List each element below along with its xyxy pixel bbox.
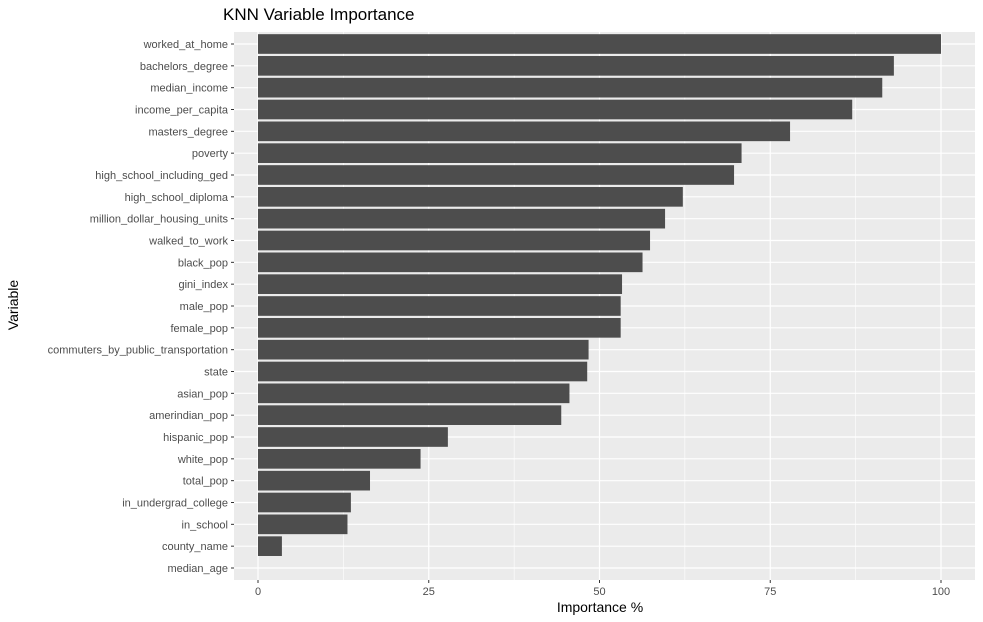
bar bbox=[258, 77, 883, 98]
bar bbox=[258, 121, 791, 142]
bar bbox=[258, 143, 742, 163]
bar bbox=[258, 56, 894, 76]
y-tick-label: state bbox=[204, 367, 228, 379]
y-tick-label: worked_at_home bbox=[143, 39, 228, 51]
bar bbox=[258, 361, 588, 382]
y-tick-label: amerindian_pop bbox=[149, 410, 228, 422]
y-tick-label: gini_index bbox=[178, 279, 228, 291]
y-tick-label: bachelors_degree bbox=[140, 61, 228, 73]
y-tick-label: asian_pop bbox=[177, 388, 228, 400]
bar bbox=[258, 514, 348, 535]
y-tick-label: poverty bbox=[192, 148, 229, 160]
bar bbox=[258, 230, 651, 251]
y-tick-label: total_pop bbox=[183, 476, 228, 488]
chart-title: KNN Variable Importance bbox=[223, 5, 415, 24]
y-tick-label: commuters_by_public_transportation bbox=[48, 345, 228, 357]
bar bbox=[258, 274, 623, 294]
y-axis-title: Variable bbox=[5, 280, 21, 331]
y-tick-label: hispanic_pop bbox=[163, 432, 228, 444]
bar bbox=[258, 208, 666, 229]
y-tick-label: in_school bbox=[182, 519, 228, 531]
y-tick-label: black_pop bbox=[178, 257, 228, 269]
bar bbox=[258, 492, 351, 513]
y-tick-label: in_undergrad_college bbox=[122, 498, 228, 510]
x-axis-ticks: 0 25 50 75 100 bbox=[255, 580, 950, 598]
y-tick-label: walked_to_work bbox=[148, 236, 228, 248]
bar bbox=[258, 296, 621, 316]
y-tick-label: high_school_including_ged bbox=[95, 170, 228, 182]
y-tick-label: median_income bbox=[150, 83, 228, 95]
y-tick-label: median_age bbox=[167, 563, 228, 575]
bar bbox=[258, 427, 448, 447]
y-tick-label: high_school_diploma bbox=[125, 192, 229, 204]
bar bbox=[258, 383, 570, 404]
x-tick-label: 50 bbox=[593, 586, 605, 598]
y-tick-label: million_dollar_housing_units bbox=[90, 214, 229, 226]
bar bbox=[258, 536, 282, 556]
bar bbox=[258, 252, 643, 273]
bar bbox=[258, 99, 853, 120]
bar bbox=[258, 470, 371, 491]
y-tick-label: white_pop bbox=[177, 454, 228, 466]
bar bbox=[258, 34, 941, 54]
x-tick-label: 75 bbox=[764, 586, 776, 598]
bar bbox=[258, 405, 562, 425]
x-tick-label: 25 bbox=[423, 586, 435, 598]
bar bbox=[258, 339, 589, 360]
x-axis-title: Importance % bbox=[557, 599, 643, 615]
y-axis-ticks: worked_at_home bachelors_degree median_inc… bbox=[48, 39, 234, 575]
bar bbox=[258, 165, 735, 185]
bar bbox=[258, 318, 621, 338]
y-tick-label: female_pop bbox=[171, 323, 229, 335]
y-tick-label: income_per_capita bbox=[135, 105, 229, 117]
y-tick-label: male_pop bbox=[180, 301, 228, 313]
x-tick-label: 0 bbox=[255, 586, 261, 598]
bars bbox=[258, 34, 941, 556]
bar bbox=[258, 187, 683, 207]
y-tick-label: county_name bbox=[162, 541, 228, 553]
y-tick-label: masters_degree bbox=[149, 126, 229, 138]
x-tick-label: 100 bbox=[932, 586, 950, 598]
bar bbox=[258, 449, 421, 469]
